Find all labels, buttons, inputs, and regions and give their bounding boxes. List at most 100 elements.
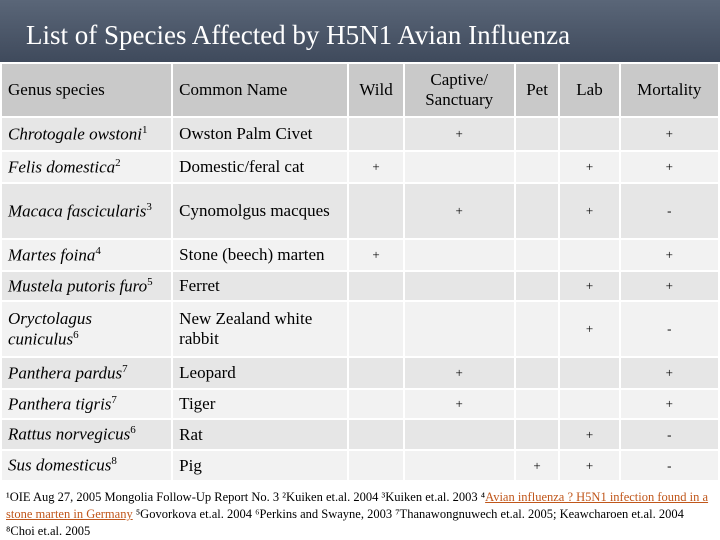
- footnote-ref: 4: [95, 244, 101, 257]
- table-row: Panthera tigris7 Tiger + +: [0, 388, 720, 420]
- mark-cell: +: [618, 150, 720, 184]
- footnote-ref: 5: [147, 275, 153, 288]
- table-row: Macaca fascicularis3 Cynomolgus macques + +…: [0, 182, 720, 240]
- mark-cell: +: [558, 300, 621, 358]
- column-header: Captive/ Sanctuary: [402, 62, 516, 118]
- mark-cell: -: [618, 449, 720, 482]
- common-name: Ferret: [171, 270, 350, 302]
- species-name: Macaca fascicularis: [8, 201, 147, 221]
- table-row: Felis domestica2 Domestic/feral cat + + +: [0, 150, 720, 184]
- header-row: Genus species Common Name Wild Captive/ San…: [0, 62, 720, 118]
- table-row: Sus domesticus8 Pig + + -: [0, 449, 720, 482]
- mark-cell: -: [618, 182, 720, 240]
- species-cell: Martes foina4: [0, 238, 174, 272]
- mark-cell: [513, 388, 561, 420]
- mark-cell: [513, 182, 561, 240]
- mark-cell: [347, 182, 405, 240]
- title: List of Species Affected by H5N1 Avian I…: [26, 20, 571, 50]
- column-header: Common Name: [171, 62, 350, 118]
- mark-cell: [558, 238, 621, 272]
- mark-cell: +: [618, 238, 720, 272]
- mark-cell: +: [402, 182, 516, 240]
- mark-cell: [402, 238, 516, 272]
- common-name: Domestic/feral cat: [171, 150, 350, 184]
- mark-cell: [558, 116, 621, 152]
- species-name: Sus domesticus: [8, 455, 112, 475]
- table-row: Oryctolagus cuniculus6 New Zealand white …: [0, 300, 720, 358]
- mark-cell: [347, 388, 405, 420]
- mark-cell: +: [558, 182, 621, 240]
- mark-cell: [402, 150, 516, 184]
- common-name: Tiger: [171, 388, 350, 420]
- footnote-ref: 3: [146, 200, 152, 213]
- footnote-ref: 7: [111, 393, 117, 406]
- species-cell: Macaca fascicularis3: [0, 182, 174, 240]
- mark-cell: [347, 418, 405, 451]
- mark-cell: [513, 356, 561, 390]
- species-cell: Panthera pardus7: [0, 356, 174, 390]
- mark-cell: [402, 300, 516, 358]
- species-cell: Rattus norvegicus6: [0, 418, 174, 451]
- species-cell: Felis domestica2: [0, 150, 174, 184]
- mark-cell: -: [618, 418, 720, 451]
- table-row: Panthera pardus7 Leopard + +: [0, 356, 720, 390]
- footnote-ref: 6: [73, 328, 79, 341]
- mark-cell: [402, 418, 516, 451]
- column-header: Wild: [347, 62, 405, 118]
- mark-cell: [513, 300, 561, 358]
- mark-cell: +: [402, 356, 516, 390]
- mark-cell: [513, 418, 561, 451]
- species-cell: Sus domesticus8: [0, 449, 174, 482]
- mark-cell: +: [618, 270, 720, 302]
- mark-cell: +: [618, 388, 720, 420]
- mark-cell: [513, 116, 561, 152]
- species-name: Panthera pardus: [8, 363, 123, 383]
- mark-cell: [513, 238, 561, 272]
- table-row: Chrotogale owstoni1 Owston Palm Civet + +: [0, 116, 720, 152]
- common-name: Rat: [171, 418, 350, 451]
- common-name: Leopard: [171, 356, 350, 390]
- species-cell: Chrotogale owstoni1: [0, 116, 174, 152]
- mark-cell: +: [347, 150, 405, 184]
- footnote: ¹OIE Aug 27, 2005 Mongolia Follow-Up Rep…: [6, 489, 711, 540]
- table-row: Rattus norvegicus6 Rat + -: [0, 418, 720, 451]
- common-name: Pig: [171, 449, 350, 482]
- mark-cell: [347, 270, 405, 302]
- mark-cell: [347, 356, 405, 390]
- mark-cell: +: [402, 388, 516, 420]
- species-name: Felis domestica: [8, 157, 116, 177]
- footnote-ref: 8: [111, 455, 117, 468]
- mark-cell: +: [558, 150, 621, 184]
- footnote-link[interactable]: Avian influenza ? H5N1 infection found i…: [6, 490, 709, 521]
- species-name: Panthera tigris: [8, 394, 112, 414]
- footnote-text: ¹OIE Aug 27, 2005 Mongolia Follow-Up Rep…: [6, 490, 486, 504]
- species-name: Oryctolagus cuniculus: [8, 308, 93, 349]
- column-header: Mortality: [618, 62, 720, 118]
- mark-cell: [347, 116, 405, 152]
- mark-cell: +: [618, 356, 720, 390]
- footnote-ref: 6: [130, 424, 136, 437]
- species-cell: Mustela putoris furo5: [0, 270, 174, 302]
- footnote-ref: 1: [141, 123, 148, 136]
- common-name: Cynomolgus macques: [171, 182, 350, 240]
- title-bar: List of Species Affected by H5N1 Avian I…: [0, 0, 720, 62]
- column-header: Pet: [513, 62, 561, 118]
- mark-cell: +: [558, 449, 621, 482]
- mark-cell: +: [402, 116, 516, 152]
- mark-cell: -: [618, 300, 720, 358]
- species-cell: Oryctolagus cuniculus6: [0, 300, 174, 358]
- mark-cell: +: [618, 116, 720, 152]
- species-cell: Panthera tigris7: [0, 388, 174, 420]
- mark-cell: [347, 300, 405, 358]
- common-name: Stone (beech) marten: [171, 238, 350, 272]
- species-name: Mustela putoris furo: [8, 276, 148, 296]
- mark-cell: [558, 388, 621, 420]
- mark-cell: +: [347, 238, 405, 272]
- mark-cell: +: [558, 270, 621, 302]
- table-body: Chrotogale owstoni1 Owston Palm Civet + + Fe…: [0, 116, 720, 482]
- table-row: Martes foina4 Stone (beech) marten + +: [0, 238, 720, 272]
- mark-cell: +: [513, 449, 561, 482]
- mark-cell: [402, 449, 516, 482]
- footnote-ref: 2: [115, 156, 121, 169]
- mark-cell: [513, 150, 561, 184]
